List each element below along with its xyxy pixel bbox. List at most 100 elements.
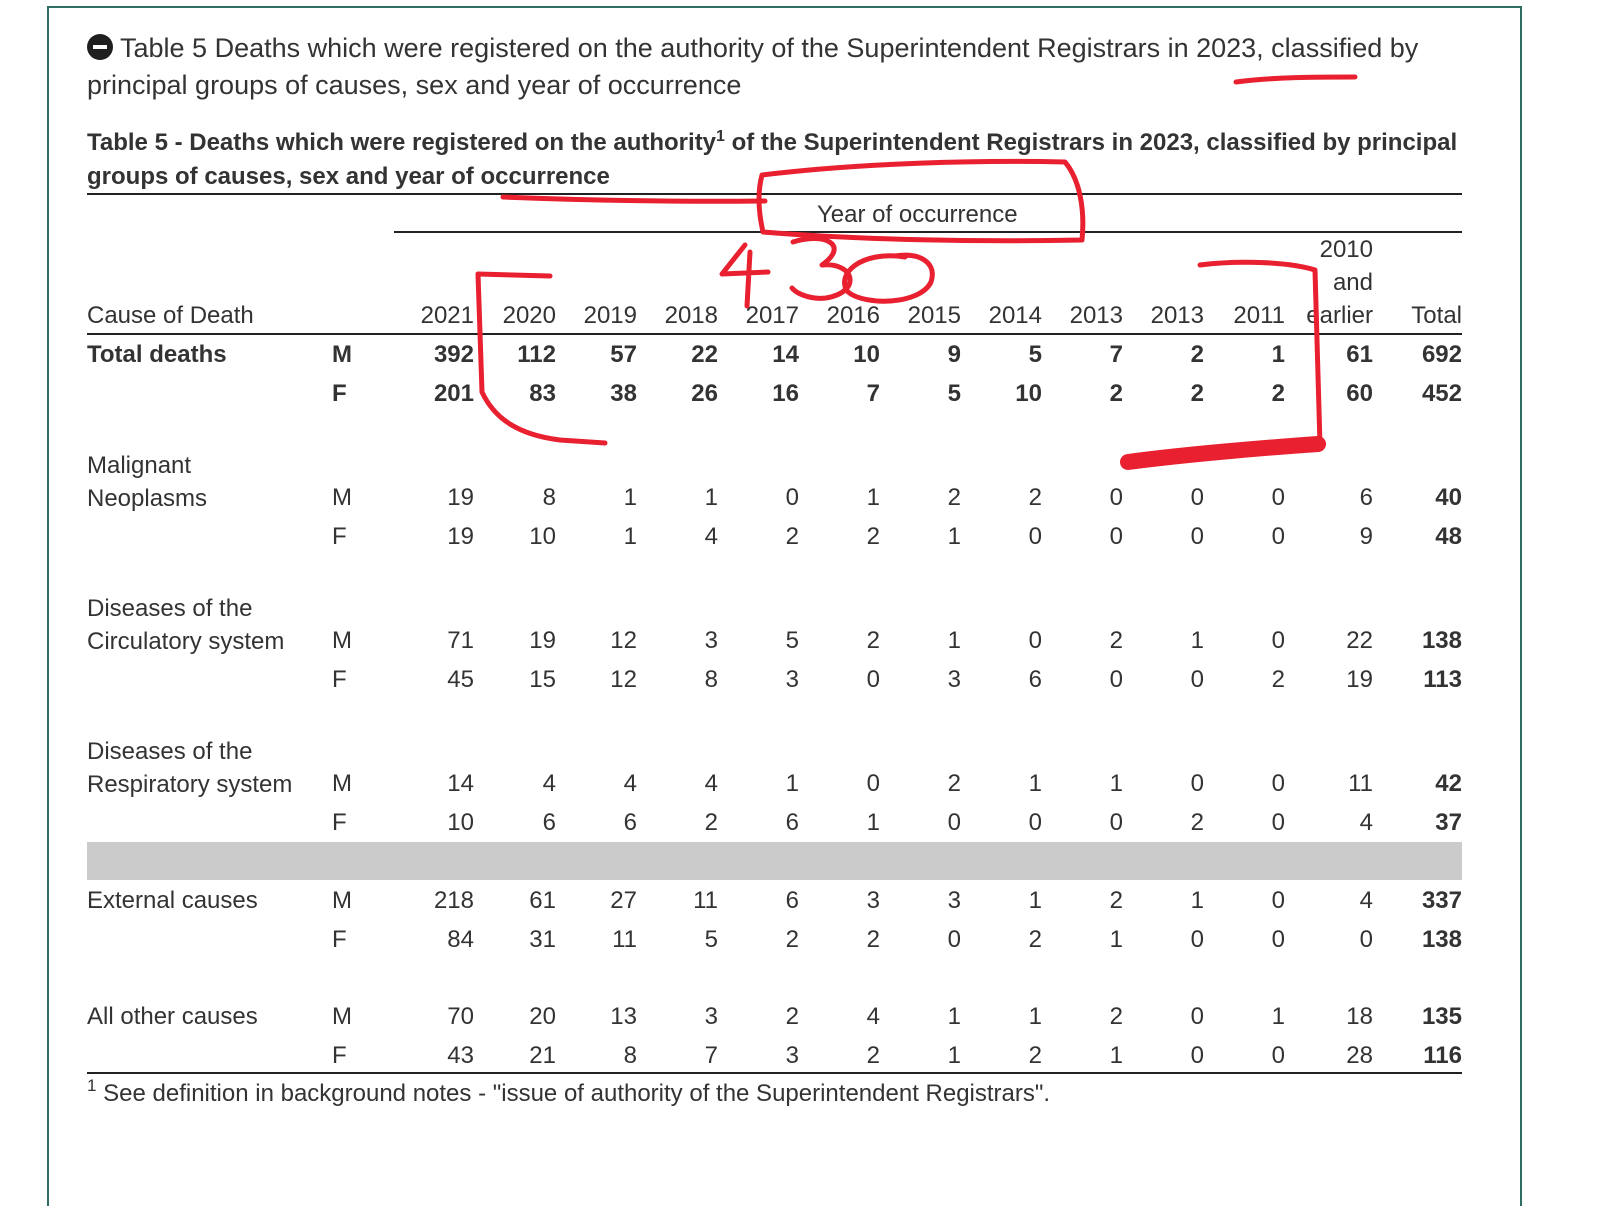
table-cell: 0	[1109, 523, 1123, 550]
cause-label: External causes	[87, 887, 258, 914]
table-cell: 4	[704, 770, 718, 797]
collapse-icon[interactable]	[87, 34, 113, 60]
table-cell: 0	[947, 926, 961, 953]
table-cell: 27	[610, 887, 637, 914]
table-cell: 0	[1028, 523, 1042, 550]
table-cell: 4	[542, 770, 556, 797]
sex-label: M	[332, 887, 352, 914]
table-cell: 0	[1271, 770, 1285, 797]
group-header-rule	[394, 231, 1462, 233]
column-header-year: 2015	[907, 302, 961, 329]
table-cell: 0	[785, 484, 799, 511]
table-cell: 0	[1028, 627, 1042, 654]
table-cell: 1	[1028, 887, 1042, 914]
table-cell: 3	[704, 627, 718, 654]
table-cell: 1	[1109, 1042, 1123, 1069]
table-cell: 1	[1190, 627, 1204, 654]
table-cell: 19	[447, 523, 474, 550]
table-cell: 5	[947, 380, 961, 407]
table-cell: 8	[704, 666, 718, 693]
table-cell: 2	[1190, 341, 1204, 368]
table-cell: 6	[785, 809, 799, 836]
cause-label: Neoplasms	[87, 485, 208, 512]
table-cell: 6	[623, 809, 637, 836]
table-cell: 22	[691, 341, 718, 368]
table-cell: 14	[447, 770, 474, 797]
table-cell: 12	[610, 627, 637, 654]
table-cell-total: 138	[1421, 627, 1462, 654]
column-header-year: 2014	[988, 302, 1042, 329]
table-cell: 31	[529, 926, 556, 953]
table-cell: 0	[1190, 770, 1204, 797]
table-cell: 1	[1028, 1003, 1042, 1030]
content-panel	[47, 6, 1522, 1206]
table-cell: 22	[1346, 627, 1373, 654]
sex-label: F	[332, 926, 347, 953]
table-cell: 201	[433, 380, 474, 407]
section-heading[interactable]: Table 5 Deaths which were registered on …	[87, 30, 1497, 104]
table-cell: 2	[866, 627, 880, 654]
table-cell: 13	[610, 1003, 637, 1030]
table-cell: 0	[1190, 666, 1204, 693]
table-cell-total: 692	[1421, 341, 1462, 368]
table-cell: 0	[1028, 809, 1042, 836]
sex-label: F	[332, 523, 347, 550]
table-top-rule	[87, 193, 1462, 195]
table-cell: 0	[1109, 809, 1123, 836]
table-cell: 0	[947, 809, 961, 836]
table-cell: 2	[866, 926, 880, 953]
sex-label: M	[332, 484, 352, 511]
table-cell: 4	[1359, 809, 1373, 836]
table-cell: 3	[704, 1003, 718, 1030]
table-cell: 2	[785, 926, 799, 953]
table-cell-total: 40	[1435, 484, 1462, 511]
column-header-earlier: and	[1332, 269, 1373, 296]
table-cell: 71	[447, 627, 474, 654]
column-header-earlier: earlier	[1306, 302, 1373, 329]
table-cell: 1	[947, 523, 961, 550]
column-header-year: 2017	[745, 302, 799, 329]
table-cell: 2	[866, 523, 880, 550]
column-header-year: 2011	[1233, 302, 1285, 329]
table-cell: 2	[785, 1003, 799, 1030]
table-cell: 2	[1271, 380, 1285, 407]
table-cell: 1	[947, 1003, 961, 1030]
sex-label: F	[332, 1042, 347, 1069]
table-cell: 0	[866, 666, 880, 693]
cause-label: Total deaths	[87, 341, 227, 368]
table-cell-total: 42	[1435, 770, 1462, 797]
table-cell: 0	[1271, 809, 1285, 836]
table-cell: 2	[947, 770, 961, 797]
table-cell: 5	[785, 627, 799, 654]
table-cell: 1	[785, 770, 799, 797]
separator-band	[87, 842, 1462, 880]
table-cell: 18	[1346, 1003, 1373, 1030]
cause-label: Circulatory system	[87, 628, 285, 655]
table-cell: 60	[1346, 380, 1373, 407]
table-cell: 7	[866, 380, 880, 407]
table-cell: 14	[772, 341, 799, 368]
table-cell: 2	[1109, 887, 1123, 914]
section-heading-text: Table 5 Deaths which were registered on …	[87, 33, 1419, 100]
table-cell: 11	[612, 926, 637, 953]
table-cell: 57	[610, 341, 637, 368]
table-cell: 10	[1015, 380, 1042, 407]
footnote-marker: 1	[87, 1076, 97, 1095]
column-header-year: 2013	[1069, 302, 1123, 329]
table-cell: 8	[623, 1042, 637, 1069]
table-cell: 9	[1359, 523, 1373, 550]
table-cell: 1	[866, 484, 880, 511]
table-cell: 16	[772, 380, 799, 407]
table-cell: 2	[1271, 666, 1285, 693]
table-cell-total: 37	[1435, 809, 1462, 836]
cause-label: All other causes	[87, 1003, 258, 1030]
table-cell: 2	[1028, 1042, 1042, 1069]
table-cell: 0	[1190, 1042, 1204, 1069]
table-cell: 1	[1190, 887, 1204, 914]
table-cell: 3	[785, 1042, 799, 1069]
table-cell: 3	[947, 666, 961, 693]
cause-label: Malignant	[87, 452, 192, 479]
table-cell: 4	[866, 1003, 880, 1030]
sex-label: M	[332, 770, 352, 797]
table-cell: 83	[529, 380, 556, 407]
